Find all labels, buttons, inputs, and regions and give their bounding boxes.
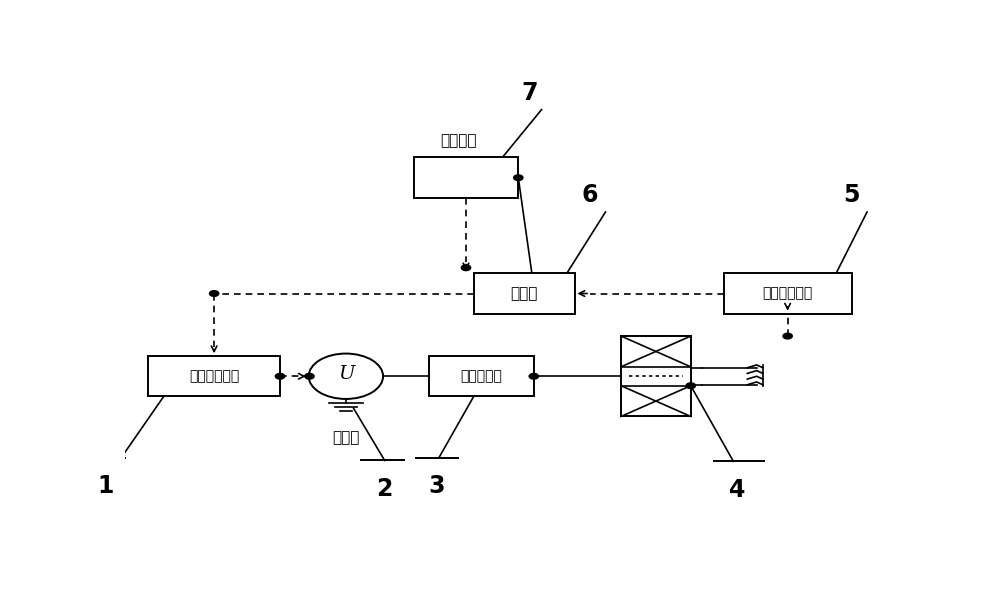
Text: 6: 6: [582, 183, 598, 208]
Text: U: U: [338, 365, 354, 383]
Bar: [429, 356, 534, 397]
Circle shape: [309, 354, 383, 399]
Circle shape: [686, 383, 695, 389]
Text: 2: 2: [376, 477, 393, 501]
Text: 电流检测器: 电流检测器: [461, 369, 502, 383]
Text: 占空比控制器: 占空比控制器: [189, 369, 239, 383]
Text: 压力传感系统: 压力传感系统: [763, 287, 813, 300]
Text: 1: 1: [97, 475, 114, 499]
Text: 控制器: 控制器: [510, 286, 538, 301]
Text: 4: 4: [729, 478, 745, 502]
Text: 5: 5: [843, 183, 860, 208]
Text: 电压源: 电压源: [332, 430, 360, 445]
Circle shape: [514, 175, 523, 181]
Bar: [148, 356, 280, 397]
Text: 7: 7: [522, 81, 538, 105]
Text: 控制信号: 控制信号: [440, 133, 477, 149]
Circle shape: [783, 333, 792, 339]
Circle shape: [209, 290, 219, 297]
Circle shape: [305, 373, 314, 379]
Bar: [724, 273, 852, 314]
Circle shape: [275, 373, 285, 379]
Circle shape: [529, 373, 538, 379]
Bar: [474, 273, 574, 314]
Text: 3: 3: [428, 475, 445, 499]
Bar: [621, 336, 691, 416]
Bar: [414, 157, 518, 198]
Circle shape: [461, 265, 471, 271]
